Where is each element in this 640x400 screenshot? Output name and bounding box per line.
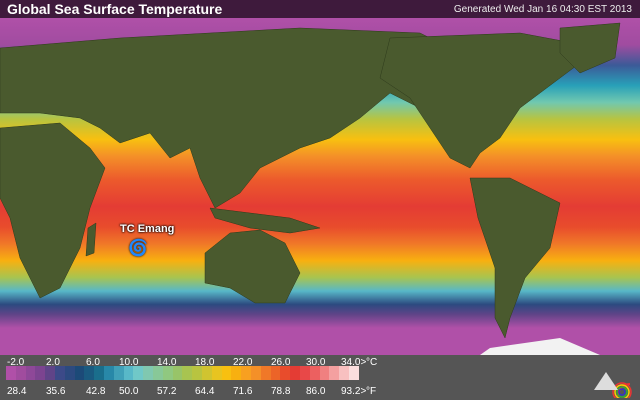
color-swatch bbox=[348, 366, 359, 380]
celsius-tick: 34.0> bbox=[341, 357, 367, 368]
celsius-tick: 10.0 bbox=[119, 357, 139, 368]
color-swatch bbox=[15, 366, 26, 380]
color-swatch bbox=[182, 366, 193, 380]
storm-label: TC Emang bbox=[120, 223, 175, 235]
fahrenheit-tick: 78.8 bbox=[271, 386, 291, 397]
fahrenheit-tick: 64.4 bbox=[195, 386, 215, 397]
color-scale bbox=[6, 366, 359, 380]
fahrenheit-tick: 93.2> bbox=[341, 386, 367, 397]
continents bbox=[0, 22, 621, 355]
color-swatch bbox=[201, 366, 212, 380]
color-swatch bbox=[290, 366, 300, 380]
fahrenheit-unit: °F bbox=[366, 386, 377, 397]
celsius-tick: 6.0 bbox=[86, 357, 100, 368]
celsius-tick: 26.0 bbox=[271, 357, 291, 368]
fahrenheit-tick: 28.4 bbox=[7, 386, 27, 397]
title-bar: Global Sea Surface Temperature Generated… bbox=[0, 0, 640, 18]
color-swatch bbox=[35, 366, 46, 380]
color-swatch bbox=[329, 366, 340, 380]
color-swatch bbox=[45, 366, 55, 380]
color-swatch bbox=[211, 366, 222, 380]
color-swatch bbox=[143, 366, 153, 380]
color-swatch bbox=[64, 366, 75, 380]
fahrenheit-tick: 42.8 bbox=[86, 386, 106, 397]
weather-rainbow-cloud-icon bbox=[594, 372, 632, 398]
tropical-cyclone-icon: 🌀 bbox=[128, 240, 148, 257]
celsius-tick: 22.0 bbox=[233, 357, 253, 368]
color-swatch bbox=[113, 366, 124, 380]
color-swatch bbox=[260, 366, 271, 380]
africa bbox=[0, 122, 106, 299]
celsius-tick: 30.0 bbox=[306, 357, 326, 368]
color-swatch bbox=[172, 366, 183, 380]
color-swatch bbox=[221, 366, 232, 380]
color-swatch bbox=[250, 366, 261, 380]
color-swatch bbox=[123, 366, 134, 380]
greenland bbox=[559, 22, 621, 74]
color-swatch bbox=[162, 366, 173, 380]
color-swatch bbox=[192, 366, 202, 380]
color-swatch bbox=[231, 366, 242, 380]
celsius-unit: °C bbox=[366, 357, 378, 368]
celsius-tick: 18.0 bbox=[195, 357, 215, 368]
celsius-tick: 2.0 bbox=[46, 357, 60, 368]
madagascar bbox=[85, 222, 97, 257]
color-swatch bbox=[270, 366, 281, 380]
color-swatch bbox=[25, 366, 36, 380]
color-swatch bbox=[94, 366, 104, 380]
fahrenheit-tick: 71.6 bbox=[233, 386, 253, 397]
indonesia bbox=[209, 207, 321, 234]
fahrenheit-tick: 50.0 bbox=[119, 386, 139, 397]
sst-map: TC Emang 🌀 bbox=[0, 18, 640, 355]
color-swatch bbox=[152, 366, 163, 380]
color-swatch bbox=[103, 366, 114, 380]
fahrenheit-tick: 86.0 bbox=[306, 386, 326, 397]
color-swatch bbox=[6, 366, 16, 380]
color-swatch bbox=[299, 366, 310, 380]
color-swatch bbox=[84, 366, 95, 380]
generated-timestamp: Generated Wed Jan 16 04:30 EST 2013 bbox=[453, 4, 632, 15]
celsius-tick: -2.0 bbox=[7, 357, 25, 368]
south-america bbox=[469, 177, 561, 339]
color-swatch bbox=[319, 366, 330, 380]
color-swatch bbox=[241, 366, 251, 380]
color-swatch bbox=[74, 366, 85, 380]
color-swatch bbox=[54, 366, 65, 380]
australia bbox=[204, 229, 301, 304]
color-swatch bbox=[280, 366, 291, 380]
page-title: Global Sea Surface Temperature bbox=[7, 1, 223, 17]
celsius-tick: 14.0 bbox=[157, 357, 177, 368]
fahrenheit-tick: 35.6 bbox=[46, 386, 66, 397]
fahrenheit-tick: 57.2 bbox=[157, 386, 177, 397]
color-swatch bbox=[133, 366, 144, 380]
color-swatch bbox=[339, 366, 349, 380]
antarctica bbox=[480, 338, 600, 355]
color-swatch bbox=[309, 366, 320, 380]
